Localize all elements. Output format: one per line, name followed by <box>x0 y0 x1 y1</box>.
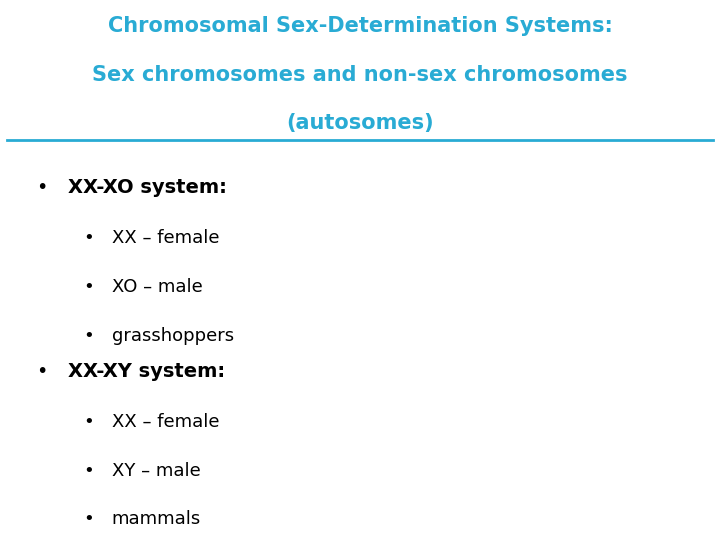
Text: •: • <box>36 178 48 197</box>
Text: XX-XO system:: XX-XO system: <box>68 178 228 197</box>
Text: •: • <box>83 510 94 528</box>
Text: grasshoppers: grasshoppers <box>112 327 234 345</box>
Text: •: • <box>83 278 94 296</box>
Text: XX – female: XX – female <box>112 230 219 247</box>
Text: mammals: mammals <box>112 510 201 528</box>
Text: •: • <box>36 362 48 381</box>
Text: •: • <box>83 230 94 247</box>
Text: (autosomes): (autosomes) <box>286 113 434 133</box>
Text: XY – male: XY – male <box>112 462 200 480</box>
Text: XX-XY system:: XX-XY system: <box>68 362 225 381</box>
Text: Sex chromosomes and non-sex chromosomes: Sex chromosomes and non-sex chromosomes <box>92 65 628 85</box>
Text: Chromosomal Sex-Determination Systems:: Chromosomal Sex-Determination Systems: <box>107 16 613 36</box>
Text: XO – male: XO – male <box>112 278 202 296</box>
Text: XX – female: XX – female <box>112 413 219 431</box>
Text: •: • <box>83 327 94 345</box>
Text: •: • <box>83 462 94 480</box>
Text: •: • <box>83 413 94 431</box>
